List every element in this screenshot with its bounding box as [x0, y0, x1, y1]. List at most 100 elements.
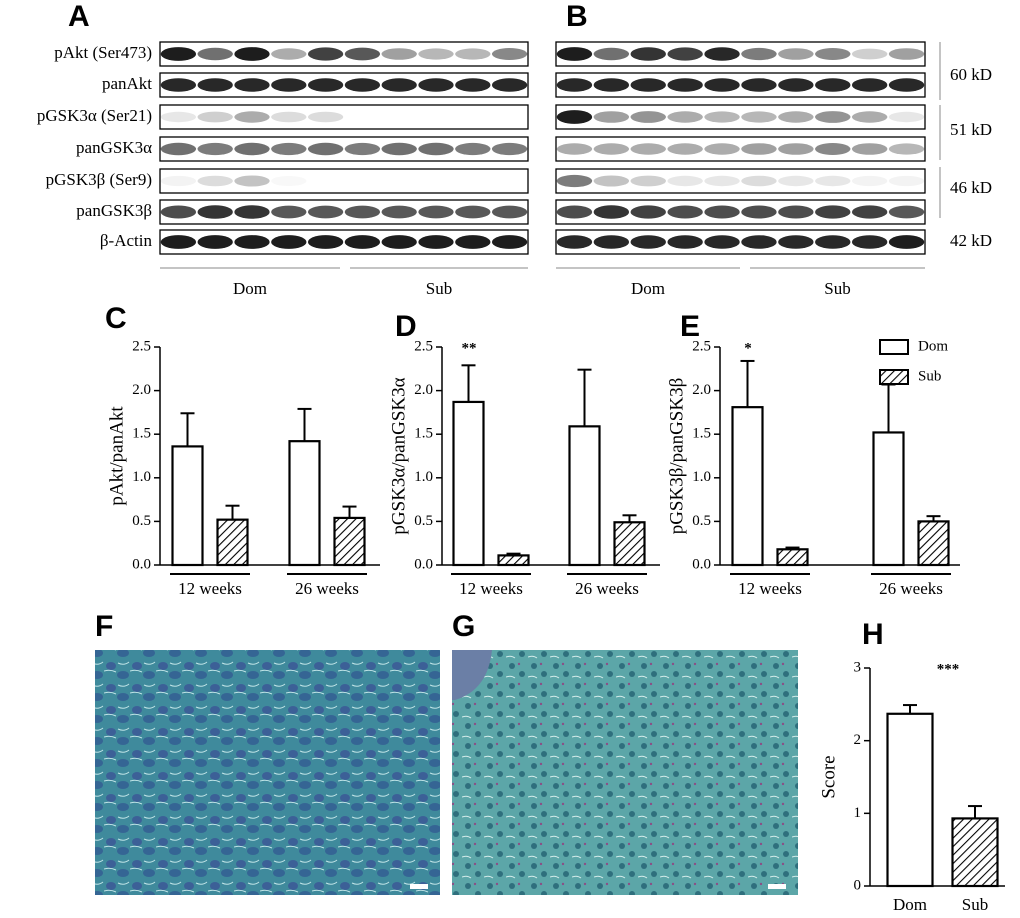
blot-band [271, 235, 307, 249]
legend-label: Dom [918, 338, 948, 354]
blot-band [418, 235, 454, 249]
blot-band [888, 78, 925, 92]
blot-band [851, 111, 888, 123]
size-label: 46 kD [950, 178, 992, 197]
blot-band [307, 78, 344, 92]
blot-band [704, 143, 740, 155]
blot-band [234, 111, 270, 123]
bar [776, 548, 809, 567]
blot-band [778, 111, 814, 123]
x-tick-label: 12 weeks [459, 579, 523, 598]
y-tick-label: 0.5 [692, 513, 711, 529]
panel-letter: A [68, 0, 90, 33]
blot-band [667, 143, 703, 155]
blot-band [455, 78, 491, 92]
blot-band [197, 205, 233, 219]
panel-letter: B [566, 0, 588, 33]
y-axis-label: pGSK3β/panGSK3β [666, 378, 687, 535]
blot-band [630, 235, 666, 249]
y-tick-label: 0.5 [132, 513, 151, 529]
blot-band [307, 142, 344, 156]
blot-band [455, 142, 491, 156]
legend-swatch [879, 369, 909, 385]
bar [872, 431, 905, 567]
blot-band [160, 142, 197, 156]
blot-band [667, 235, 703, 249]
blot-band [778, 205, 814, 219]
blot-band [197, 47, 233, 61]
blot-band [888, 48, 925, 60]
bar [613, 521, 646, 567]
blot-band [455, 48, 491, 60]
y-tick-label: 1.0 [414, 469, 433, 485]
blot-band [667, 111, 703, 123]
blot-band [160, 111, 197, 123]
blot-band [234, 235, 270, 249]
blot-band [234, 205, 270, 219]
blot-band [271, 48, 307, 60]
blot-band [888, 235, 925, 249]
blot-band [815, 235, 851, 249]
y-tick-label: 2.5 [132, 338, 151, 354]
scale-bar [768, 884, 786, 889]
blot-band [344, 78, 381, 92]
blot-band [197, 111, 233, 123]
significance: *** [937, 661, 960, 677]
y-tick-label: 2 [854, 732, 862, 748]
blot-band [418, 48, 454, 60]
blot-band [815, 205, 851, 219]
blot-strip [555, 104, 926, 130]
blot-band [197, 142, 233, 156]
blot-band [815, 143, 851, 155]
blot-band [491, 48, 528, 60]
bar [917, 520, 950, 567]
blot-band [381, 205, 417, 219]
y-tick-label: 1.5 [414, 426, 433, 442]
blot-band [815, 175, 851, 187]
panel-letter: G [452, 610, 475, 643]
blot-band [593, 143, 630, 155]
tissue-edge [452, 650, 492, 700]
blot-band [491, 235, 528, 249]
blot-band [160, 175, 197, 187]
blot-row-label: pAkt (Ser473) [54, 43, 152, 62]
blot-band [271, 176, 306, 186]
histology-image-g [452, 650, 798, 895]
bar [452, 400, 485, 567]
blot-band [741, 235, 777, 249]
x-tick-label: 12 weeks [178, 579, 242, 598]
blot-band [381, 48, 417, 60]
bar [731, 406, 764, 567]
blot-row-label: panAkt [102, 74, 152, 93]
group-label: Dom [233, 279, 267, 298]
y-tick-label: 0 [854, 877, 862, 893]
y-tick-label: 2.5 [414, 338, 433, 354]
blot-band [630, 205, 666, 219]
x-tick-label: 26 weeks [879, 579, 943, 598]
blot-row-label: panGSK3α [76, 138, 152, 157]
bar [216, 518, 249, 567]
significance: ** [462, 340, 477, 356]
blot-band [593, 47, 630, 61]
blot-band [815, 48, 851, 60]
y-tick-label: 0.0 [692, 556, 711, 572]
bar [171, 445, 204, 567]
blot-band [160, 205, 197, 219]
blot-band [234, 142, 270, 156]
blot-band [630, 47, 666, 61]
bar [497, 554, 530, 567]
western-blots [159, 41, 926, 255]
blot-band [704, 205, 740, 219]
blot-band [888, 175, 925, 187]
blot-band [741, 78, 777, 92]
panel-letter: E [680, 310, 700, 343]
blot-band [704, 235, 740, 249]
panel-letter: H [862, 618, 884, 651]
blot-band [851, 205, 888, 219]
blot-band [593, 175, 630, 187]
blot-band [778, 175, 814, 187]
blot-band [197, 78, 233, 92]
y-tick-label: 2.0 [692, 382, 711, 398]
blot-band [704, 111, 740, 123]
